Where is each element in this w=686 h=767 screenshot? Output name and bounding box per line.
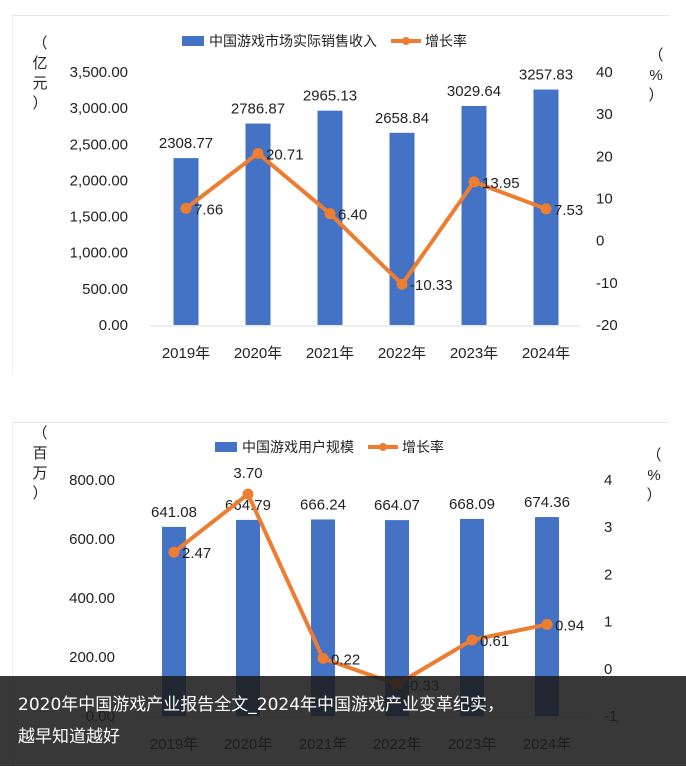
bar-value-label: 674.36 [524,494,570,511]
growth-rate-point [317,652,329,664]
left-axis-tick-label: 0.00 [99,317,128,334]
x-axis-tick-label: 2022年 [378,345,426,362]
bar [173,158,199,325]
legend-line-label: 增长率 [425,33,467,49]
right-axis-unit-char: （ [646,447,661,464]
right-axis-tick-label: 10 [596,191,613,208]
legend-bar-label: 中国游戏市场实际销售收入 [209,33,377,49]
growth-rate-point [242,488,254,500]
growth-rate-point [540,203,552,215]
right-axis-tick-label: 2 [604,566,612,583]
growth-rate-label: 13.95 [482,175,520,192]
legend-bar-swatch [215,442,237,452]
left-axis-unit-char: ） [32,485,47,502]
bar-value-label: 3257.83 [519,67,573,84]
growth-rate-label: 20.71 [266,146,304,163]
right-axis-unit-char: ） [648,87,663,104]
left-axis-tick-label: 2,000.00 [70,172,128,189]
bar-value-label: 2786.87 [231,101,285,118]
growth-rate-label: 0.61 [480,633,509,650]
right-axis-tick-label: 30 [596,106,613,123]
left-axis-tick-label: 2,500.00 [70,136,128,153]
right-axis-tick-label: 0 [596,233,604,250]
growth-rate-line [184,151,547,287]
legend-line-marker [402,37,410,45]
left-axis-tick-label: 1,500.00 [70,209,128,226]
bar [461,106,487,325]
left-axis-unit-char: 百 [32,445,47,462]
growth-rate-point [180,202,192,214]
caption-overlay[interactable]: 2020年中国游戏产业报告全文_2024年中国游戏产业变革纪实， 越早知道越好 [0,676,686,766]
legend-line-marker [379,443,387,451]
left-axis-unit-char: （ [32,35,47,52]
growth-rate-label: 7.66 [194,201,223,218]
right-axis-tick-label: 1 [604,614,612,631]
left-axis-tick-label: 500.00 [82,281,128,298]
chart-0: 0.00 500.00 1,000.00 1,500.00 2,000.00 2,500.… [32,33,663,362]
left-axis-unit-char: 亿 [32,55,47,72]
growth-rate-label: -10.33 [410,277,453,294]
growth-rate-label: 0.94 [555,617,584,634]
right-axis-tick-label: -20 [596,317,618,334]
bar-value-label: 2308.77 [159,135,213,152]
left-axis-tick-label: 3,000.00 [70,100,128,117]
bar [389,132,415,325]
right-axis-unit-char: % [649,67,662,84]
growth-rate-label: 7.53 [554,202,583,219]
growth-rate-line [172,492,548,687]
left-axis-tick-label: 200.00 [69,649,115,666]
growth-rate-point [541,618,553,630]
left-axis-unit-char: 万 [32,465,47,482]
growth-rate-point [168,546,180,558]
left-axis-tick-label: 600.00 [69,531,115,548]
bar-value-label: 668.09 [449,496,495,513]
right-axis-unit-char: ） [646,487,661,504]
right-axis-tick-label: -10 [596,275,618,292]
right-axis-unit-char: % [647,467,660,484]
growth-rate-point [396,278,408,290]
right-axis-unit-char: （ [648,47,663,64]
growth-rate-label: 6.40 [338,207,367,224]
growth-rate-point [324,208,336,220]
x-axis-tick-label: 2021年 [306,345,354,362]
x-axis-tick-label: 2024年 [522,345,570,362]
growth-rate-point [468,176,480,188]
x-axis-tick-label: 2019年 [162,345,210,362]
growth-rate-label: 2.47 [182,545,211,562]
right-axis-tick-label: 20 [596,148,613,165]
bar-value-label: 2658.84 [375,110,429,127]
growth-rate-label: 3.70 [233,465,262,482]
left-axis-tick-label: 1,000.00 [70,245,128,262]
right-axis-tick-label: 0 [604,661,612,678]
left-axis-tick-label: 3,500.00 [70,64,128,81]
legend-bar-swatch [182,36,204,46]
left-axis-tick-label: 400.00 [69,590,115,607]
bar-value-label: 641.08 [151,504,197,521]
chart-panel-users [12,422,669,767]
growth-rate-point [466,634,478,646]
right-axis-tick-label: 3 [604,519,612,536]
right-axis-tick-label: 40 [596,64,613,81]
bar-value-label: 664.07 [374,497,420,514]
legend-line-label: 增长率 [402,439,444,455]
left-axis-unit-char: 元 [32,75,47,92]
left-axis-tick-label: 800.00 [69,472,115,489]
legend-bar-label: 中国游戏用户规模 [242,439,354,455]
left-axis-unit-char: （ [32,425,47,442]
chart-panel-revenue [12,15,669,374]
bar-value-label: 3029.64 [447,83,501,100]
bar-value-label: 666.24 [300,496,346,513]
caption-line-1: 2020年中国游戏产业报告全文_2024年中国游戏产业变革纪实， [18,695,505,715]
x-axis-tick-label: 2020年 [234,345,282,362]
x-axis-tick-label: 2023年 [450,345,498,362]
growth-rate-label: 0.22 [331,651,360,668]
caption-line-2: 越早知道越好 [18,727,120,747]
left-axis-unit-char: ） [32,95,47,112]
right-axis-tick-label: 4 [604,472,612,489]
growth-rate-point [252,147,264,159]
bar-value-label: 2965.13 [303,88,357,105]
